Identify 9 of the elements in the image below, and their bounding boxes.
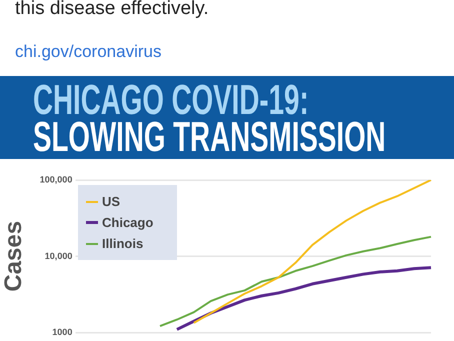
y-tick-label: 1000 xyxy=(52,327,72,338)
y-tick-label: 100,000 xyxy=(40,174,72,184)
text: chi.gov/coronavirus xyxy=(15,42,162,62)
legend-label: US xyxy=(102,194,120,209)
text: this disease effectively. xyxy=(15,0,209,20)
legend-label: Illinois xyxy=(102,236,144,251)
legend-label: Chicago xyxy=(102,215,154,230)
y-tick-label: 10,000 xyxy=(44,250,72,261)
y-axis-title: Cases xyxy=(0,220,28,292)
